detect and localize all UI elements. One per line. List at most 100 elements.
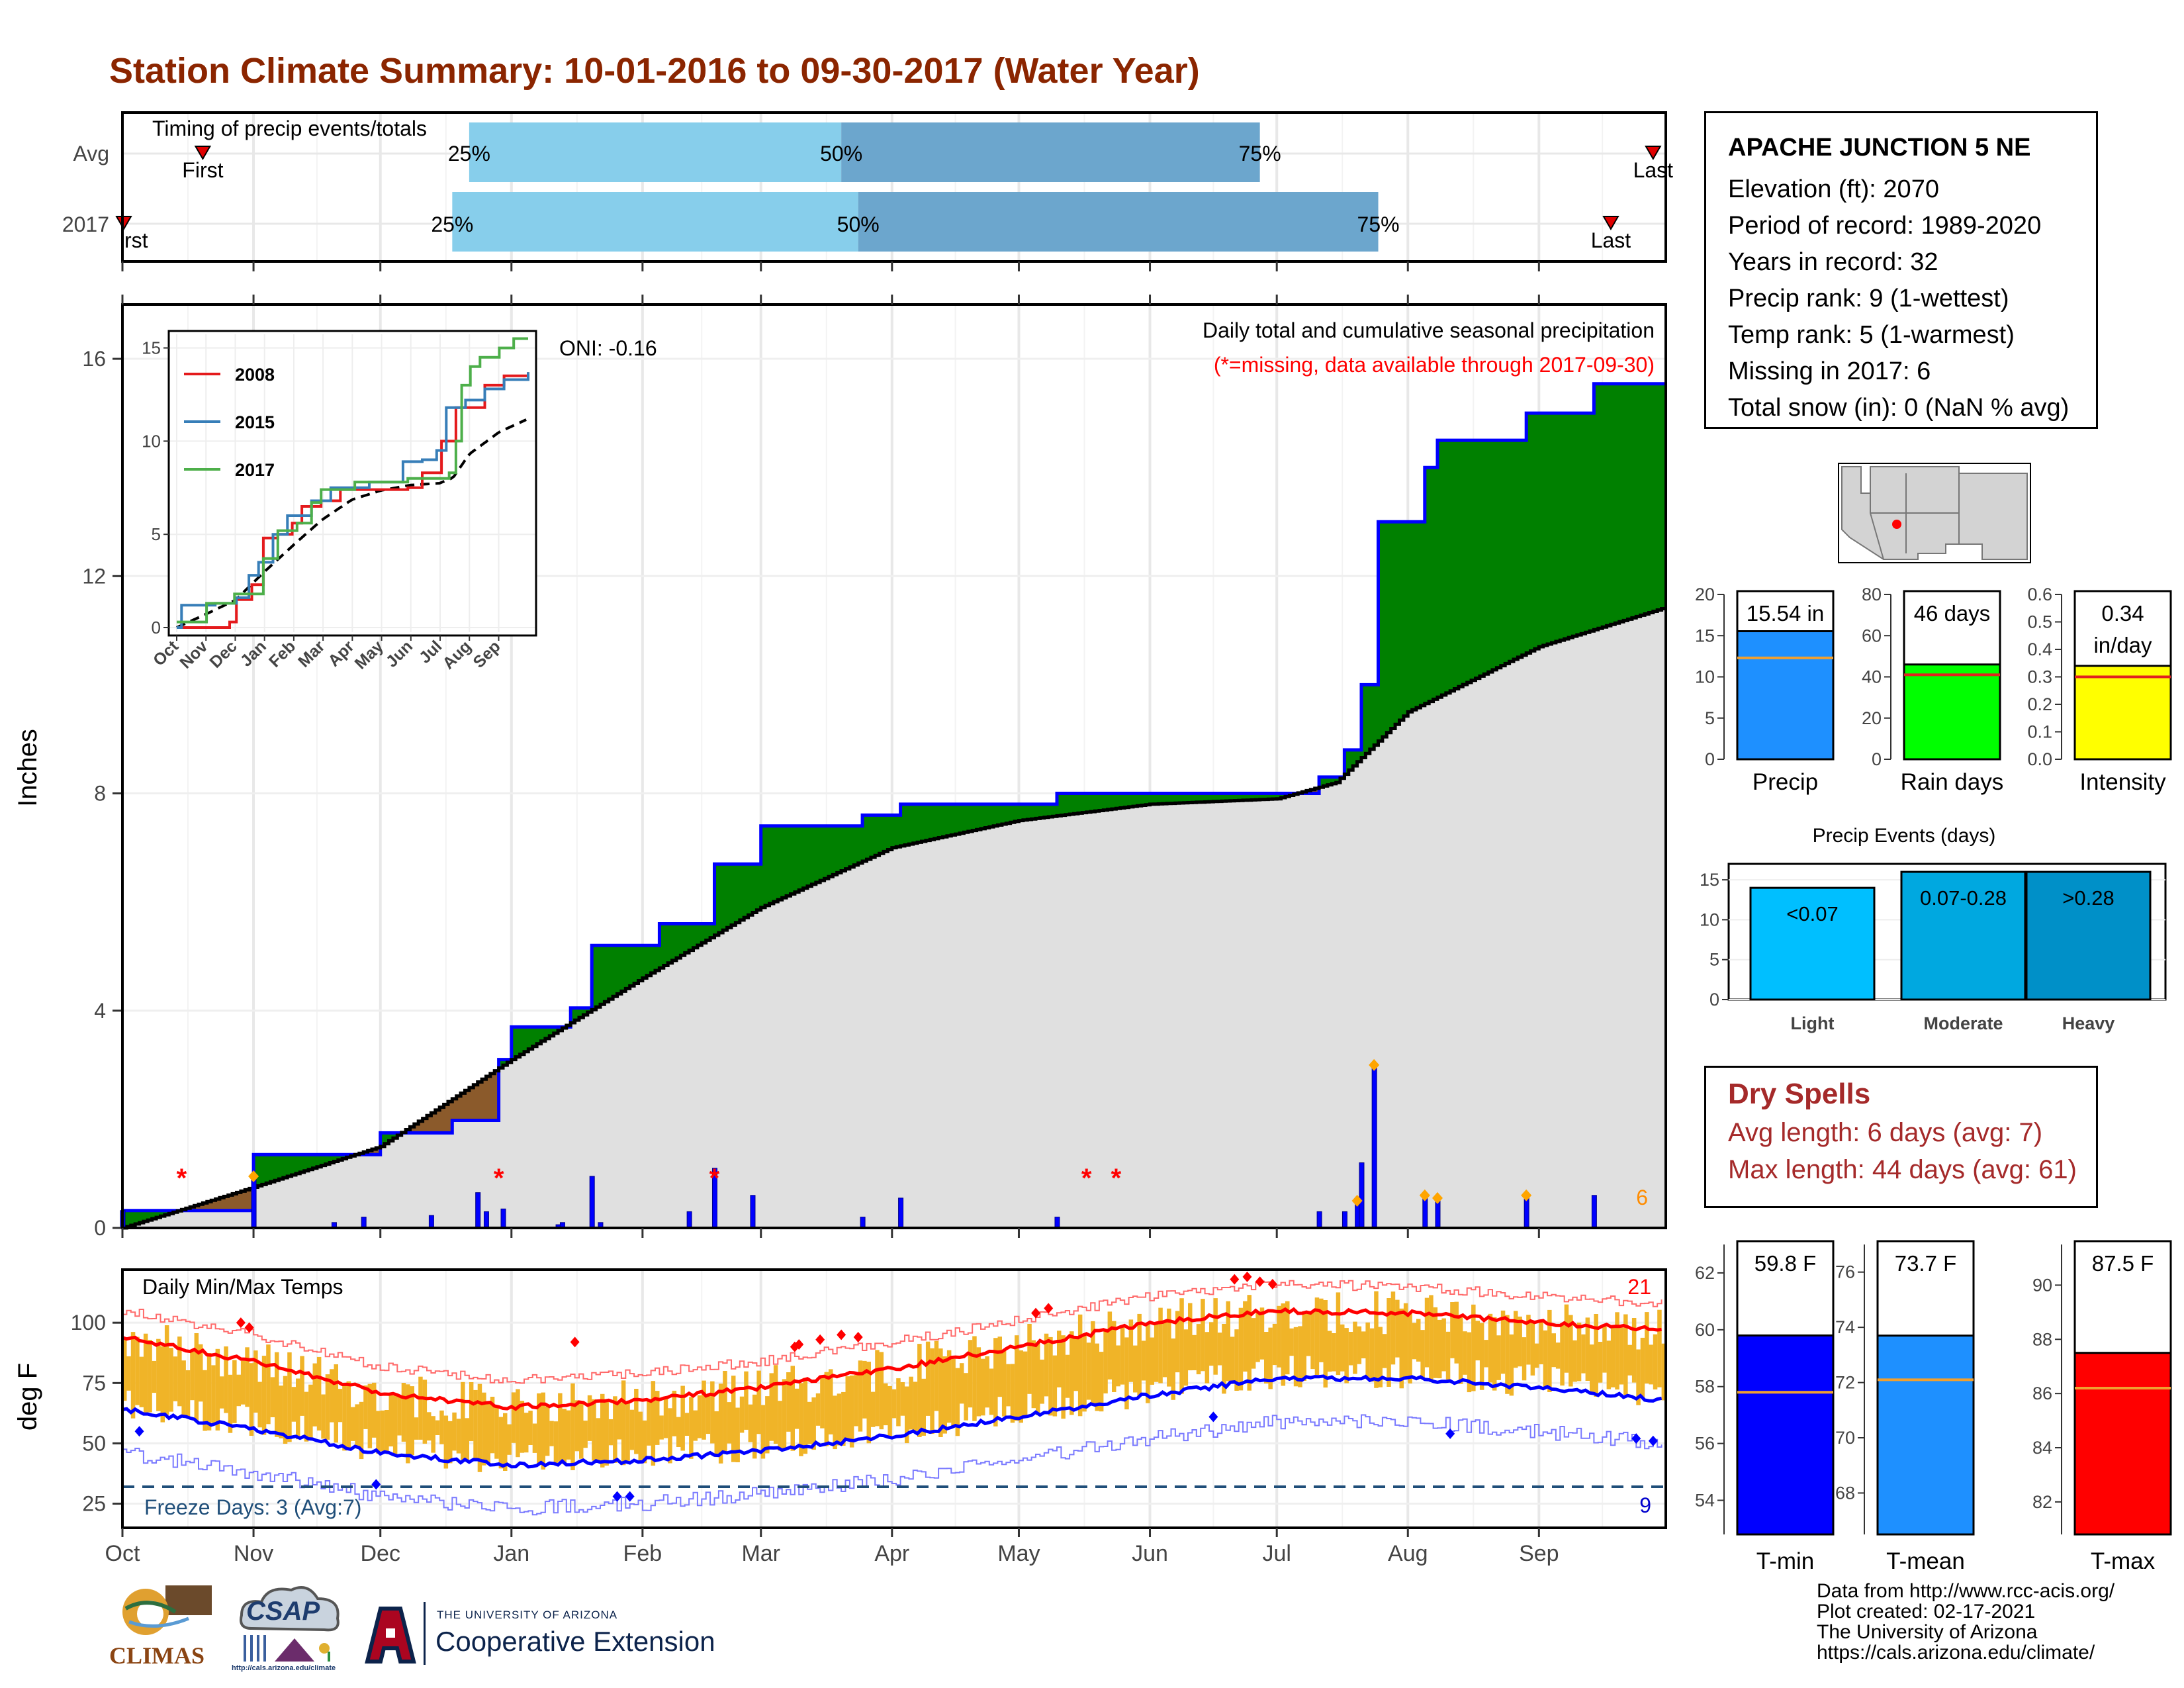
- temp-bar-55: [355, 1404, 359, 1448]
- temp-bar-248: [1171, 1338, 1175, 1400]
- precip-events-tick-label-2: 10: [1700, 910, 1719, 929]
- temp-bar-17: [194, 1333, 199, 1422]
- extreme-markers: [248, 1058, 1532, 1207]
- temp-bar-20: [206, 1353, 212, 1430]
- avg-50-75-bar: [841, 122, 1260, 182]
- credit-university: The University of Arizona: [1817, 1621, 2038, 1643]
- daily-precip-bar-18: [1316, 1211, 1322, 1229]
- temp-bar-51: [338, 1389, 343, 1423]
- precip-events-bar-moderate: [1900, 870, 2026, 1001]
- temp-bar-126: [655, 1391, 660, 1445]
- temp-bar-92: [511, 1392, 516, 1443]
- temp-bar-273: [1277, 1305, 1281, 1368]
- temp-bar-203: [981, 1358, 985, 1416]
- temp-bar-58: [367, 1383, 373, 1448]
- temp-bar-137: [702, 1380, 706, 1440]
- daily-precip-bar-6: [483, 1211, 489, 1229]
- temp-bar-284: [1323, 1300, 1328, 1388]
- temp-bar-264: [1238, 1307, 1244, 1391]
- temp-bar-39: [287, 1352, 292, 1442]
- temp-bar-15: [185, 1370, 191, 1417]
- avg-25-50-bar: [469, 122, 842, 182]
- temp-bar-342: [1569, 1315, 1573, 1387]
- temp-bar-164: [815, 1393, 821, 1426]
- temp-bar-66: [401, 1383, 406, 1442]
- cold-day-marker-6: [1631, 1433, 1641, 1444]
- dry-spells-title: Dry Spells: [1728, 1078, 1871, 1110]
- precip-events-range-moderate: 0.07-0.28: [1920, 886, 2007, 910]
- avg-first-marker: [194, 146, 212, 160]
- temp-bar-359: [1640, 1337, 1645, 1398]
- temp-bar-285: [1327, 1331, 1332, 1372]
- temp-bar-59: [372, 1382, 377, 1438]
- temp-bar-10: [164, 1325, 169, 1415]
- temp-bar-charts: 54 56 58 60 62 59.8 F T-min 68 70 72 74 76 73.7 F T-m…: [1695, 1240, 2172, 1574]
- temp-bar-197: [955, 1368, 960, 1436]
- summary-intensity-tick-label-4: 0.4: [2027, 639, 2052, 659]
- temp-bar-330: [1518, 1316, 1522, 1367]
- temp-bar-315: [1454, 1301, 1459, 1364]
- temp-bar-104: [562, 1409, 567, 1464]
- temp-bar-100: [545, 1406, 550, 1456]
- avg-p75-label: 75%: [1239, 142, 1281, 165]
- temp-bar-341: [1564, 1304, 1569, 1373]
- hot-day-marker-0: [236, 1317, 246, 1329]
- precip-ytick-label-1: 4: [94, 999, 106, 1023]
- avg-cumulative-area: [122, 608, 1666, 1228]
- inset-chart: 2008 2015 2017 051015OctNovDecJanFebMarA…: [142, 330, 537, 673]
- temp-bar-302: [1399, 1308, 1404, 1389]
- temp-bar-204: [985, 1356, 989, 1408]
- extreme-marker-1: [1351, 1194, 1363, 1207]
- hot-day-marker-8: [1031, 1307, 1041, 1319]
- daily-precip-bar-7: [500, 1208, 506, 1229]
- inset-ytick-label-3: 15: [142, 338, 161, 358]
- record-low-envelope: [122, 1414, 1662, 1516]
- temp-bar-328: [1509, 1334, 1514, 1396]
- temp-bar-210: [1010, 1364, 1015, 1423]
- temp-bar-42: [300, 1356, 304, 1416]
- temp-t-mean-tick-label-1: 70: [1835, 1428, 1855, 1448]
- temp-bar-112: [596, 1418, 601, 1462]
- temp-bar-351: [1606, 1340, 1612, 1389]
- temp-bar-250: [1179, 1298, 1184, 1394]
- temp-bar-334: [1534, 1343, 1539, 1368]
- temp-bar-223: [1065, 1354, 1070, 1398]
- temp-bar-361: [1649, 1344, 1653, 1385]
- temp-bar-130: [672, 1390, 677, 1436]
- temp-bar-212: [1019, 1350, 1023, 1423]
- temp-bar-308: [1424, 1297, 1430, 1368]
- temp-bar-235: [1116, 1345, 1120, 1387]
- temp-bar-290: [1348, 1332, 1353, 1366]
- station-name: APACHE JUNCTION 5 NE: [1728, 134, 2031, 162]
- temp-bar-279: [1302, 1311, 1306, 1381]
- temp-t-mean-bar: [1876, 1335, 1975, 1536]
- temp-bar-303: [1403, 1303, 1408, 1378]
- temp-bar-258: [1213, 1298, 1218, 1375]
- avg-last-label: Last: [1633, 158, 1674, 182]
- temp-bar-357: [1631, 1318, 1637, 1383]
- temp-t-max-tick-label-4: 90: [2032, 1275, 2052, 1295]
- temp-bar-275: [1285, 1301, 1290, 1375]
- temp-bar-307: [1420, 1330, 1425, 1380]
- missing-markers: * * * * *: [177, 1164, 1122, 1193]
- temp-bar-333: [1530, 1321, 1535, 1376]
- precip-events-chart: Precip Events (days) 0 5 10 15 <0.07 Light 0.07…: [1700, 825, 2167, 1033]
- temp-bar-299: [1387, 1298, 1391, 1387]
- temp-bar-263: [1234, 1329, 1239, 1391]
- extreme-marker-0: [248, 1170, 259, 1183]
- month-label-0: Oct: [105, 1541, 140, 1566]
- temp-ytick-label-2: 75: [82, 1371, 106, 1395]
- temp-bar-143: [727, 1402, 732, 1444]
- temp-bar-118: [621, 1380, 626, 1466]
- temp-bar-208: [1001, 1350, 1007, 1417]
- temp-bar-114: [604, 1399, 609, 1466]
- temp-bar-171: [845, 1376, 850, 1439]
- temp-bar-122: [638, 1411, 643, 1462]
- temp-bar-89: [498, 1417, 504, 1469]
- summary-rain-days-tick-label-4: 80: [1862, 585, 1882, 604]
- y2017-last-marker: [1602, 216, 1619, 230]
- temp-bar-70: [418, 1376, 423, 1440]
- temp-bar-172: [849, 1375, 854, 1448]
- temp-bar-123: [642, 1420, 647, 1464]
- temp-bar-345: [1581, 1334, 1586, 1374]
